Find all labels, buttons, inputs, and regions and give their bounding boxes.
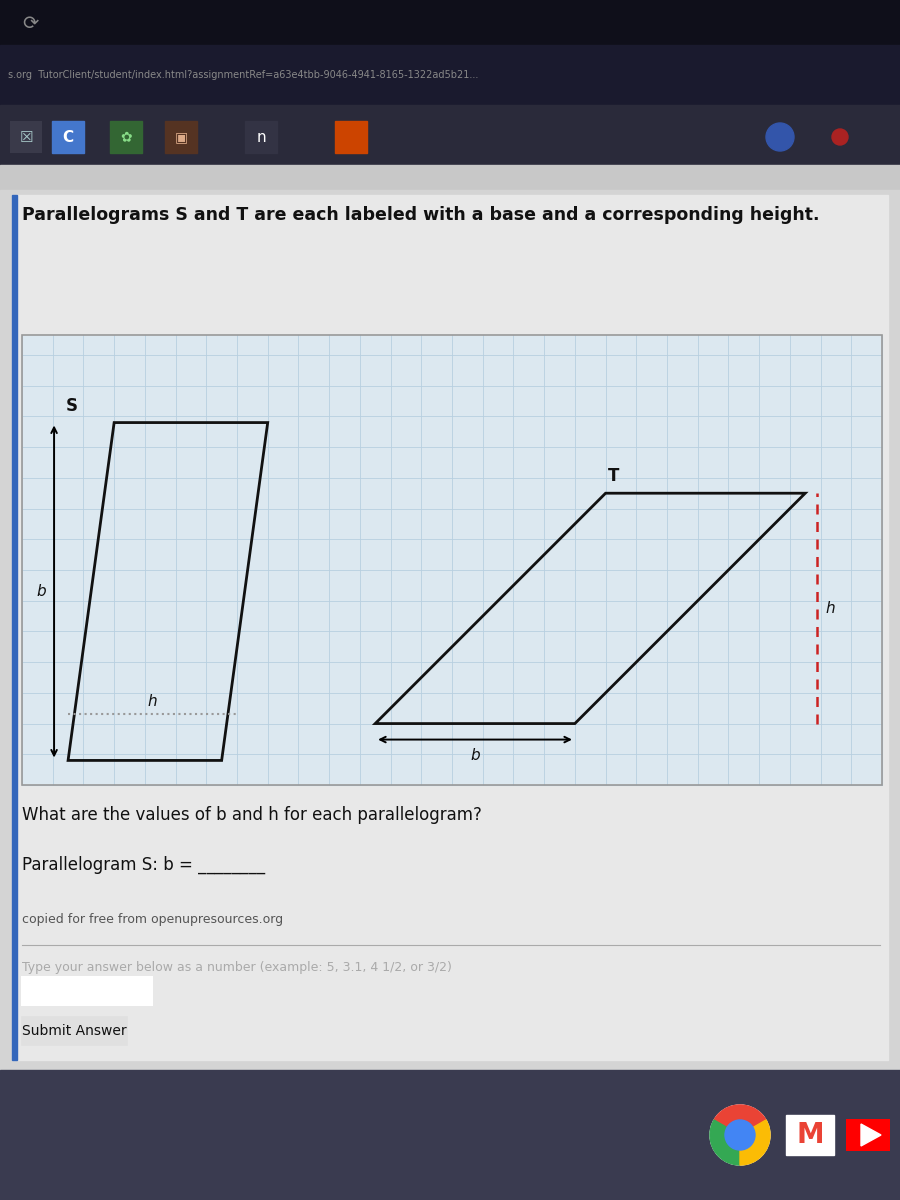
Bar [0, 44, 900, 104]
Text: What are the values of b and h for each parallelogram?: What are the values of b and h for each … [22, 806, 482, 824]
Text: M: M [796, 1121, 824, 1150]
Text: h: h [825, 601, 835, 616]
Bar [22, 1018, 127, 1045]
Circle shape [725, 1120, 755, 1150]
Text: ▣: ▣ [175, 130, 187, 144]
Bar [22, 335, 882, 785]
Bar [0, 164, 900, 190]
Bar [0, 0, 900, 44]
Text: S: S [66, 396, 78, 414]
Circle shape [766, 122, 794, 151]
Bar [10, 121, 42, 152]
Bar [12, 194, 888, 1060]
Text: b: b [470, 748, 480, 762]
Bar [22, 977, 152, 1006]
Text: copied for free from openupresources.org: copied for free from openupresources.org [22, 913, 284, 926]
Text: b: b [36, 584, 46, 599]
Bar [0, 104, 900, 164]
Bar [245, 121, 277, 152]
Text: T: T [608, 467, 619, 485]
Bar [12, 194, 17, 1060]
Text: Type your answer below as a number (example: 5, 3.1, 4 1/2, or 3/2): Type your answer below as a number (exam… [22, 961, 452, 974]
Text: h: h [148, 695, 157, 709]
Text: s.org  TutorClient/student/index.html?assignmentRef=a63e4tbb-9046-4941-8165-1322: s.org TutorClient/student/index.html?ass… [8, 70, 479, 80]
Wedge shape [740, 1120, 770, 1165]
Text: Parallelogram S: b = ________: Parallelogram S: b = ________ [22, 856, 266, 874]
Bar [110, 121, 142, 152]
Text: Submit Answer: Submit Answer [22, 1024, 126, 1038]
Bar [165, 121, 197, 152]
Circle shape [832, 128, 848, 145]
Bar [335, 121, 367, 152]
Wedge shape [710, 1120, 740, 1165]
Bar [846, 1118, 890, 1151]
Polygon shape [861, 1124, 881, 1146]
Text: ⟳: ⟳ [22, 13, 38, 32]
Wedge shape [714, 1105, 766, 1135]
Bar [0, 190, 900, 1070]
Bar [0, 1070, 900, 1200]
Text: C: C [62, 130, 74, 144]
Text: ☒: ☒ [19, 130, 32, 144]
Bar [786, 1115, 834, 1154]
Bar [52, 121, 84, 152]
Text: Parallelograms S and T are each labeled with a base and a corresponding height.: Parallelograms S and T are each labeled … [22, 206, 820, 224]
Circle shape [710, 1105, 770, 1165]
Text: ✿: ✿ [121, 130, 131, 144]
Text: n: n [256, 130, 266, 144]
Bar [22, 335, 882, 785]
